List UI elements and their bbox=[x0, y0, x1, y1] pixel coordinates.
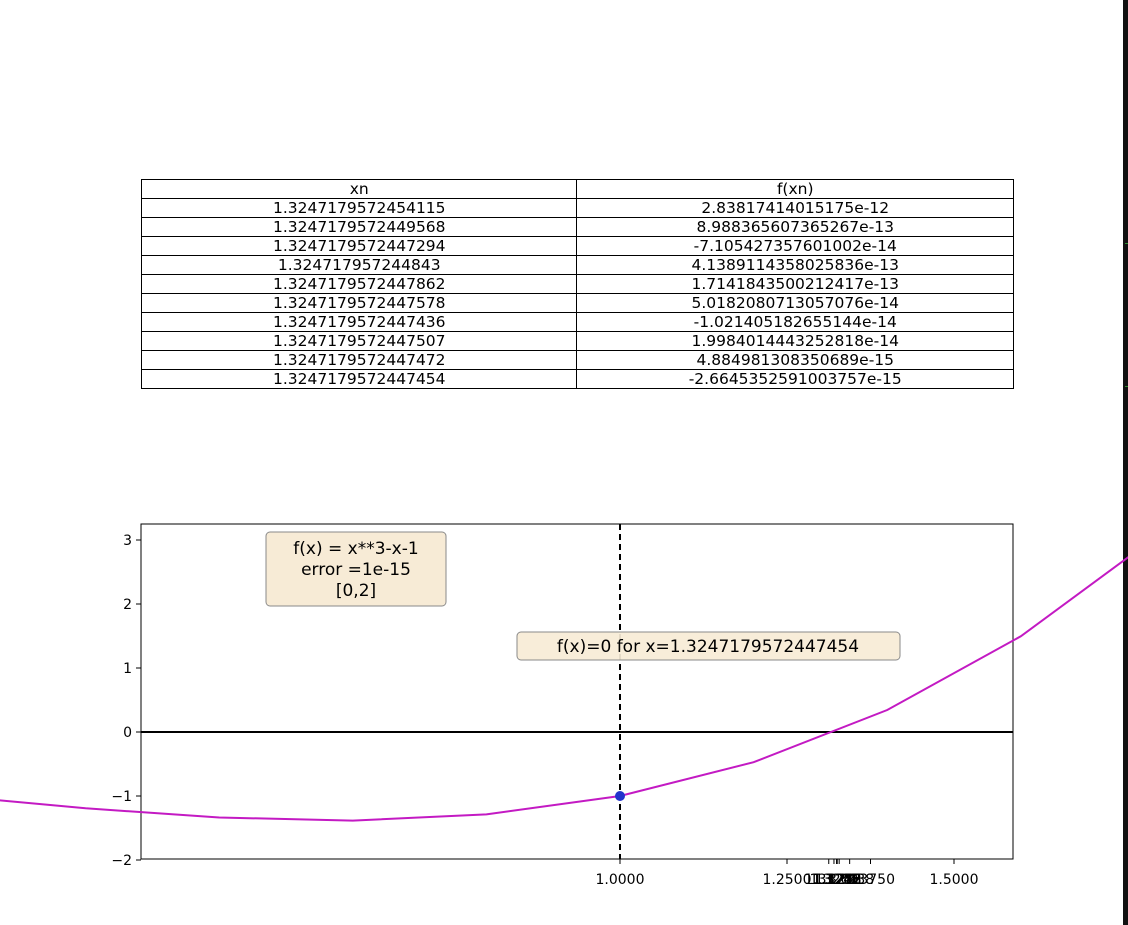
fxn-cell: 8.988365607365267e-13 bbox=[576, 217, 1014, 237]
x-cluster-tick-label: 1.3242 bbox=[812, 872, 861, 888]
table-row: 1.3247179572447454 -2.6645352591003757e-1… bbox=[140, 369, 1014, 389]
y-tick-label: 3 bbox=[123, 533, 132, 549]
x-cluster-tick-label: 1.3203 bbox=[809, 872, 858, 888]
y-tick-label: 1 bbox=[123, 661, 132, 677]
fxn-cell: 1.7141843500212417e-13 bbox=[576, 274, 1014, 294]
xn-cell: 1.3247179572449568 bbox=[140, 217, 578, 237]
edge-mark bbox=[1125, 386, 1128, 387]
table-row: 1.3247179572447507 1.9984014443252818e-14 bbox=[140, 331, 1014, 351]
x-tick-label: 1.2500 bbox=[763, 872, 812, 888]
table-header-row: xn f(xn) bbox=[140, 179, 1014, 199]
fxn-cell: 4.1389114358025836e-13 bbox=[576, 255, 1014, 275]
info-box-bg bbox=[265, 531, 447, 607]
xn-cell: 1.3247179572447862 bbox=[140, 274, 578, 294]
function-curve bbox=[0, 556, 1128, 822]
window-edge bbox=[1123, 0, 1128, 925]
fxn-cell: -7.105427357601002e-14 bbox=[576, 236, 1014, 256]
xn-cell: 1.3247179572447578 bbox=[140, 293, 578, 313]
x-cluster-tick-label: 1.3247 bbox=[812, 872, 861, 888]
info-box-line: f(x) = x**3-x-1 bbox=[293, 539, 418, 559]
x-cluster-tick-label: 1.3125 bbox=[804, 872, 853, 888]
plot-frame bbox=[140, 523, 1014, 860]
x-cluster-tick-label: 1.3438 bbox=[825, 872, 874, 888]
xn-cell: 1.3247179572447507 bbox=[140, 331, 578, 351]
result-box-bg bbox=[516, 631, 901, 661]
info-box-line: [0,2] bbox=[336, 581, 376, 601]
table-row: 1.3247179572449568 8.988365607365267e-13 bbox=[140, 217, 1014, 237]
table-row: 1.3247179572447436 -1.021405182655144e-14 bbox=[140, 312, 1014, 332]
y-tick-label: 0 bbox=[123, 725, 132, 741]
table-row: 1.3247179572447862 1.7141843500212417e-13 bbox=[140, 274, 1014, 294]
result-box-text: f(x)=0 for x=1.3247179572447454 bbox=[557, 637, 859, 657]
y-tick-label: −1 bbox=[111, 789, 132, 805]
xn-cell: 1.3247179572447294 bbox=[140, 236, 578, 256]
xn-cell: 1.3247179572447436 bbox=[140, 312, 578, 332]
x-cluster-tick-label: 1.3248 bbox=[812, 872, 861, 888]
table-row: 1.3247179572447578 5.0182080713057076e-14 bbox=[140, 293, 1014, 313]
table-row: 1.3247179572447472 4.884981308350689e-15 bbox=[140, 350, 1014, 370]
fxn-cell: 1.9984014443252818e-14 bbox=[576, 331, 1014, 351]
x-tick-label: 1.5000 bbox=[930, 872, 979, 888]
table-row: 1.324717957244843 4.1389114358025836e-13 bbox=[140, 255, 1014, 275]
x-tick-label: 1.0000 bbox=[596, 872, 645, 888]
x-cluster-tick-label: 1.3281 bbox=[815, 872, 864, 888]
x-cluster-tick-label: 1.3252 bbox=[813, 872, 862, 888]
xn-cell: 1.3247179572447454 bbox=[140, 369, 578, 389]
y-tick-label: 2 bbox=[123, 597, 132, 613]
x-cluster-tick-label: 1.3246 bbox=[812, 872, 861, 888]
results-table: xn f(xn) 1.3247179572454115 2.83817414015… bbox=[140, 179, 1014, 389]
result-box: f(x)=0 for x=1.3247179572447454 bbox=[516, 631, 901, 661]
y-tick-label: −2 bbox=[111, 853, 132, 869]
info-box-line: error =1e-15 bbox=[301, 560, 411, 580]
edge-mark bbox=[1125, 243, 1128, 244]
fxn-cell: -2.6645352591003757e-15 bbox=[576, 369, 1014, 389]
fxn-cell: 5.0182080713057076e-14 bbox=[576, 293, 1014, 313]
x-cluster-tick-label: 1.3750 bbox=[846, 872, 895, 888]
marker-point bbox=[615, 791, 625, 801]
table-row: 1.3247179572447294 -7.105427357601002e-14 bbox=[140, 236, 1014, 256]
